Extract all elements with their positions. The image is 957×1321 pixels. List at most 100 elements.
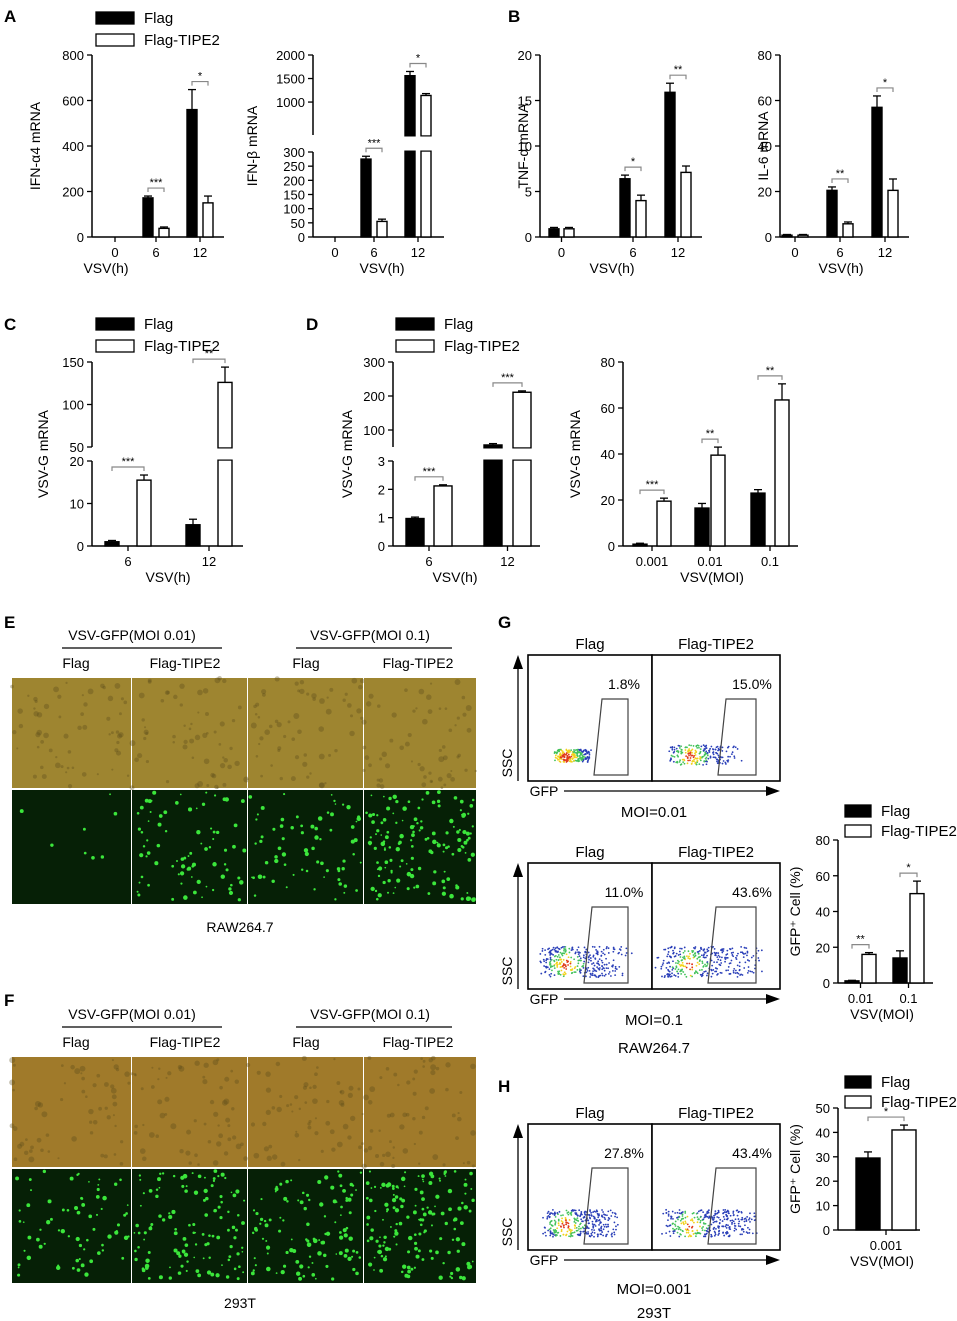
cell-shadow xyxy=(172,734,176,739)
flow-event xyxy=(686,955,688,958)
gfp-cell xyxy=(144,798,149,803)
flow-event xyxy=(596,966,599,969)
gfp-cell xyxy=(382,818,387,822)
flow-event xyxy=(565,953,568,956)
flow-event xyxy=(710,1233,713,1236)
flow-event xyxy=(593,1210,596,1213)
flow-event xyxy=(588,752,591,754)
flow-event xyxy=(606,946,608,948)
flow-event xyxy=(565,968,568,970)
flow-event xyxy=(716,760,718,763)
gfp-cell xyxy=(215,830,220,835)
flow-event xyxy=(567,956,570,959)
flow-event xyxy=(567,756,570,759)
gfp-cell xyxy=(290,825,294,830)
flow-event xyxy=(560,965,563,968)
flow-event xyxy=(672,960,674,963)
flow-event xyxy=(722,760,725,762)
gfp-cell xyxy=(391,1184,395,1188)
cell-shadow xyxy=(326,696,329,699)
flow-event xyxy=(557,947,560,950)
flow-event xyxy=(613,1221,616,1224)
gfp-cell xyxy=(436,843,441,848)
gfp-cell xyxy=(125,1212,128,1215)
flow-event xyxy=(697,1210,700,1213)
flow-event xyxy=(676,1231,679,1234)
cell-shadow xyxy=(293,713,300,719)
cell-shadow xyxy=(197,781,204,787)
cell-shadow xyxy=(216,1141,222,1147)
gfp-cell xyxy=(351,1184,355,1187)
gfp-cell xyxy=(420,820,423,823)
gfp-cell xyxy=(268,1218,272,1222)
gfp-cell xyxy=(15,1176,20,1181)
gfp-cell xyxy=(274,858,279,864)
flow-event xyxy=(694,754,697,756)
flow-event xyxy=(730,959,733,962)
gfp-cell xyxy=(43,1242,46,1245)
cell-shadow xyxy=(363,1094,369,1101)
gfp-cell xyxy=(436,799,441,804)
gfp-cell xyxy=(259,1222,262,1225)
gfp-cell xyxy=(303,848,309,853)
flow-event xyxy=(565,752,568,755)
gfp-cell xyxy=(456,1249,460,1253)
fluorescence-image xyxy=(364,1169,476,1283)
gfp-cell xyxy=(211,1234,215,1238)
flow-event xyxy=(744,961,747,964)
gfp-cell xyxy=(259,839,263,844)
cell-shadow xyxy=(35,732,41,738)
flow-event xyxy=(561,1222,564,1225)
brightfield-image xyxy=(248,678,363,788)
gfp-cell xyxy=(402,806,407,811)
flow-event xyxy=(700,1209,703,1212)
gfp-cell xyxy=(67,1235,71,1238)
flow-event xyxy=(689,759,691,762)
gfp-cell xyxy=(368,843,372,846)
flow-event xyxy=(669,1235,672,1237)
flow-event xyxy=(558,1210,561,1213)
flow-event xyxy=(699,1216,702,1219)
flow-event xyxy=(727,759,730,762)
flow-event xyxy=(745,1220,748,1222)
gfp-cell xyxy=(432,1212,436,1216)
cell-line-caption: RAW264.7 xyxy=(618,1040,690,1057)
gfp-cell xyxy=(155,1188,159,1191)
flow-event xyxy=(567,1222,570,1225)
cell-shadow xyxy=(405,1112,410,1117)
gfp-cell xyxy=(89,1259,94,1264)
flow-event xyxy=(697,744,700,747)
flow-event xyxy=(692,950,695,952)
gfp-cell xyxy=(339,1231,342,1234)
cell-shadow xyxy=(202,1079,208,1085)
y-tick-label: 40 xyxy=(816,905,830,920)
gfp-cell xyxy=(450,1276,454,1280)
flow-event xyxy=(587,1222,590,1225)
flow-event xyxy=(691,1218,694,1221)
flow-event xyxy=(548,947,551,950)
flow-event xyxy=(744,1224,746,1227)
cell-shadow xyxy=(138,692,145,699)
cell-shadow xyxy=(263,1146,269,1152)
significance-bracket xyxy=(669,74,687,80)
flow-column-label: Flag xyxy=(575,636,604,653)
cell-shadow xyxy=(377,704,381,708)
flow-event xyxy=(600,1229,603,1232)
cell-shadow xyxy=(114,748,119,753)
gfp-cell xyxy=(390,871,393,874)
flow-event xyxy=(564,950,567,953)
flow-event xyxy=(599,1233,602,1236)
flow-event xyxy=(701,968,703,971)
flow-event xyxy=(718,1221,721,1224)
gfp-cell xyxy=(47,1199,52,1204)
flow-event xyxy=(589,976,592,978)
cell-shadow xyxy=(110,1087,117,1094)
flow-event xyxy=(603,974,606,977)
gfp-cell xyxy=(348,1236,353,1241)
flow-event xyxy=(586,969,589,972)
flow-event xyxy=(711,972,714,975)
flow-event xyxy=(706,950,709,953)
flow-event xyxy=(573,750,576,753)
